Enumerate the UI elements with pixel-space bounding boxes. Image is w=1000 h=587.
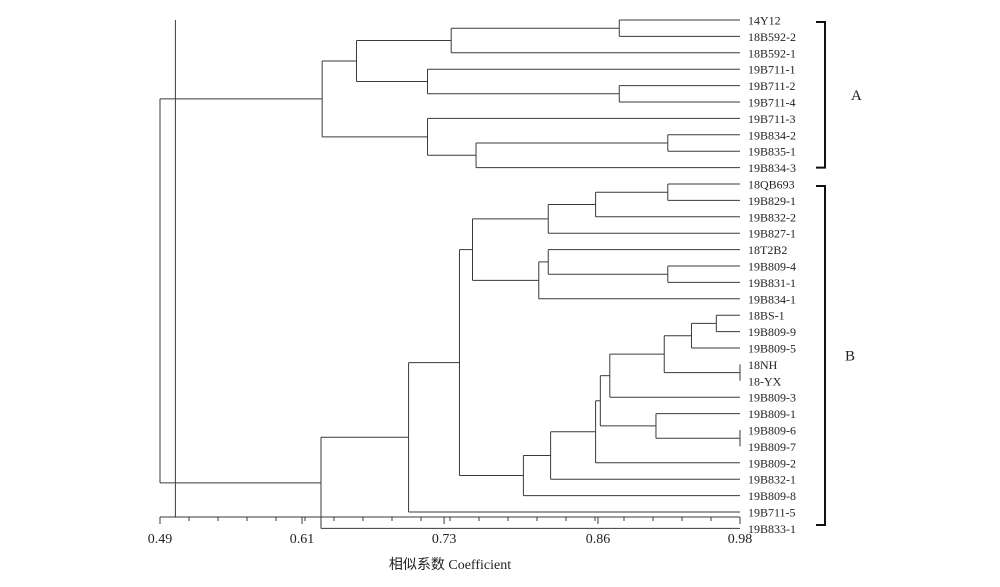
leaf-label: 18QB693 bbox=[748, 178, 795, 192]
group-label: B bbox=[845, 349, 855, 365]
leaf-labels: 14Y12 18B592-2 18B592-1 19B711-1 19B711-2 19B… bbox=[748, 14, 796, 536]
leaf-label: 18BS-1 bbox=[748, 309, 785, 323]
group-bracket bbox=[816, 185, 826, 526]
leaf-label: 19B832-1 bbox=[748, 473, 796, 487]
leaf-label: 19B711-1 bbox=[748, 63, 796, 77]
leaf-label: 19B809-8 bbox=[748, 489, 796, 503]
leaf-label: 19B809-4 bbox=[748, 260, 796, 274]
x-tick-label: 0.49 bbox=[148, 532, 173, 547]
leaf-label: 19B829-1 bbox=[748, 194, 796, 208]
leaf-label: 19B711-4 bbox=[748, 96, 796, 110]
leaf-label: 18B592-2 bbox=[748, 30, 796, 44]
x-axis-title: 相似系数 Coefficient bbox=[389, 557, 511, 573]
leaf-label: 19B827-1 bbox=[748, 227, 796, 241]
leaf-label: 19B834-3 bbox=[748, 161, 796, 175]
leaf-label: 18-YX bbox=[748, 374, 782, 388]
leaf-label: 19B833-1 bbox=[748, 522, 796, 536]
leaf-label: 19B835-1 bbox=[748, 145, 796, 159]
group-bracket bbox=[816, 21, 826, 169]
dendrogram-branches bbox=[159, 19, 741, 529]
x-tick-label: 0.86 bbox=[586, 532, 611, 547]
leaf-label: 19B711-5 bbox=[748, 506, 796, 520]
group-brackets: AB bbox=[816, 21, 862, 526]
x-axis: 0.49 0.61 0.73 0.86 0.98 bbox=[148, 516, 753, 547]
leaf-label: 19B809-2 bbox=[748, 456, 796, 470]
leaf-label: 19B834-1 bbox=[748, 292, 796, 306]
x-tick-label: 0.61 bbox=[290, 532, 315, 547]
leaf-label: 19B711-2 bbox=[748, 79, 796, 93]
leaf-label: 19B809-7 bbox=[748, 440, 796, 454]
leaf-label: 14Y12 bbox=[748, 14, 781, 28]
leaf-label: 19B809-9 bbox=[748, 325, 796, 339]
leaf-label: 18T2B2 bbox=[748, 243, 787, 257]
x-tick-label: 0.98 bbox=[728, 532, 753, 547]
leaf-label: 19B711-3 bbox=[748, 112, 796, 126]
x-tick-label: 0.73 bbox=[432, 532, 457, 547]
leaf-label: 19B809-1 bbox=[748, 407, 796, 421]
leaf-label: 19B834-2 bbox=[748, 128, 796, 142]
leaf-label: 18B592-1 bbox=[748, 46, 796, 60]
group-label: A bbox=[851, 88, 862, 104]
leaf-label: 19B809-3 bbox=[748, 391, 796, 405]
leaf-label: 19B832-2 bbox=[748, 210, 796, 224]
leaf-label: 19B831-1 bbox=[748, 276, 796, 290]
leaf-label: 19B809-5 bbox=[748, 342, 796, 356]
leaf-label: 19B809-6 bbox=[748, 424, 796, 438]
leaf-label: 18NH bbox=[748, 358, 778, 372]
